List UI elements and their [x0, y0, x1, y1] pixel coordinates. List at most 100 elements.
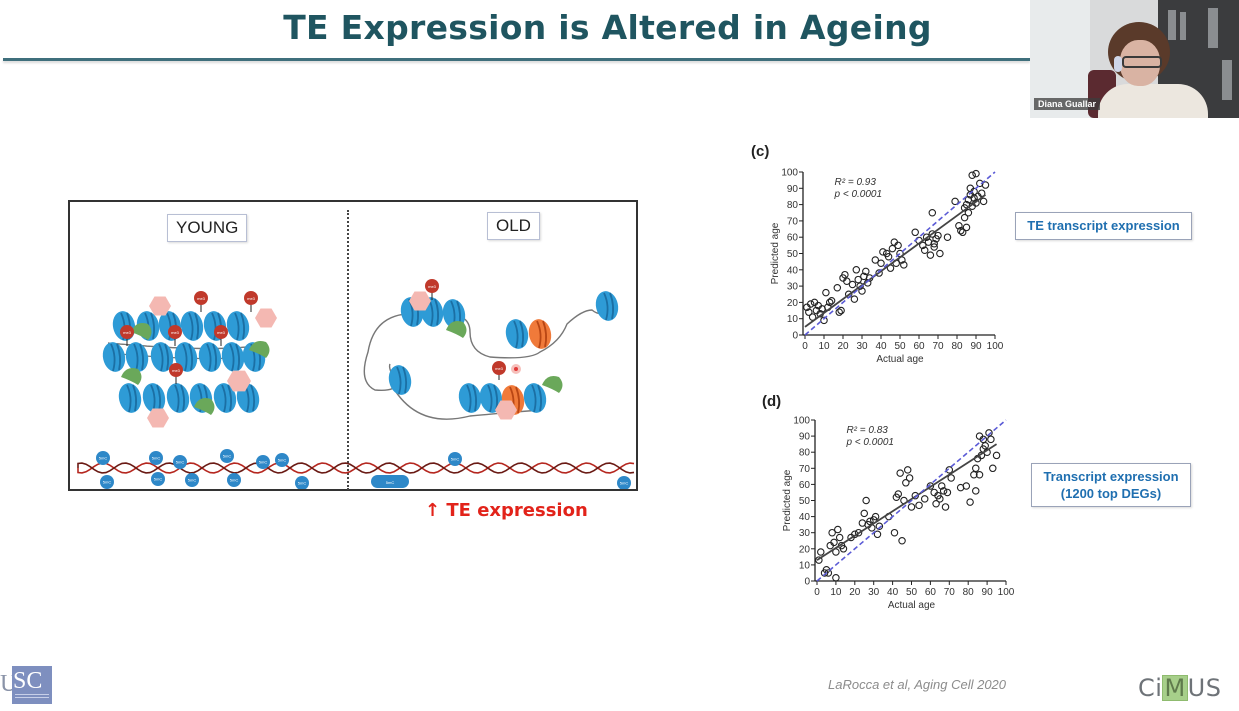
data-point	[970, 470, 978, 479]
participant-video-tile[interactable]: Diana Guallar	[1030, 0, 1239, 118]
callout-c-text: TE transcript expression	[1027, 218, 1180, 233]
methylcytosine-label: 5mC	[620, 481, 629, 486]
data-point	[854, 275, 862, 284]
nucleosome	[523, 383, 547, 413]
x-tick-label: 60	[925, 587, 937, 598]
y-tick-label: 60	[799, 480, 811, 491]
dna-wrap	[609, 292, 615, 320]
me3-label: me3	[172, 368, 181, 373]
data-point	[943, 488, 952, 497]
y-tick-label: 20	[787, 298, 799, 309]
data-point	[987, 435, 995, 444]
data-point	[866, 517, 874, 526]
data-point	[835, 308, 843, 316]
x-axis-title: Actual age	[876, 354, 924, 365]
r-squared-annotation: R² = 0.93	[835, 177, 877, 188]
data-point	[898, 537, 906, 545]
data-point	[936, 495, 944, 503]
data-point	[837, 306, 845, 315]
data-point	[928, 208, 937, 217]
x-tick-label: 40	[875, 341, 887, 352]
hp1-protein	[194, 398, 215, 415]
y-tick-label: 40	[787, 265, 799, 276]
panel-d-tag: (d)	[762, 393, 782, 410]
data-point	[890, 528, 899, 537]
methylcytosine-mark	[220, 449, 234, 463]
nucleosome	[102, 342, 126, 372]
hp1-protein	[121, 368, 142, 385]
nucleosome	[595, 291, 619, 321]
x-tick-label: 80	[951, 341, 963, 352]
data-point	[902, 479, 910, 487]
shelf-book	[1222, 60, 1232, 100]
p-value-annotation: p < 0.0001	[845, 437, 894, 448]
dna-wrap	[197, 384, 203, 413]
x-tick-label: 90	[982, 587, 994, 598]
me3-label: me3	[495, 366, 504, 371]
y-axis-title: Predicted age	[782, 469, 793, 531]
x-tick-label: 0	[802, 341, 808, 352]
shelf-book	[1208, 8, 1218, 48]
hp1-protein	[542, 376, 563, 393]
y-tick-label: 60	[787, 233, 799, 244]
x-tick-label: 90	[970, 341, 982, 352]
y-tick-label: 100	[793, 416, 810, 427]
methylcytosine-label: 5mC	[103, 480, 112, 485]
y-tick-label: 50	[787, 249, 799, 260]
data-point	[907, 503, 916, 511]
callout-d-line2: (1200 top DEGs)	[1060, 486, 1162, 501]
hp1-protein	[249, 341, 270, 358]
methylcytosine-mark	[256, 455, 270, 469]
young-label: YOUNG	[167, 214, 248, 242]
data-point	[884, 253, 893, 261]
dna-wrap	[188, 343, 194, 371]
cimus-logo: CiMUS	[1138, 674, 1221, 702]
nucleosome	[198, 342, 222, 372]
data-point	[850, 295, 859, 303]
y-tick-label: 70	[787, 216, 799, 227]
dna-wrap	[531, 384, 537, 413]
identity-line	[804, 171, 996, 336]
data-point	[945, 466, 954, 474]
callout-te-transcript-expression: TE transcript expression	[1015, 212, 1192, 240]
hdac-protein	[409, 291, 431, 311]
data-point	[962, 482, 971, 490]
demethylated-cluster-label: 5mC	[386, 480, 395, 485]
methylcytosine-mark	[275, 453, 289, 467]
methylcytosine-label: 5mC	[259, 460, 268, 465]
headset-icon	[1114, 56, 1122, 72]
x-tick-label: 30	[868, 587, 880, 598]
data-point	[930, 243, 938, 251]
methylcytosine-mark	[96, 451, 110, 465]
methylcytosine-label: 5mC	[152, 456, 161, 461]
data-point	[873, 530, 882, 539]
dna-strand	[77, 462, 635, 474]
methylcytosine-label: 5mC	[223, 454, 232, 459]
data-point	[894, 241, 902, 250]
regression-line	[816, 443, 998, 561]
data-point	[943, 233, 952, 241]
dna-wrap	[240, 312, 246, 340]
methylcytosine-label: 5mC	[99, 456, 108, 461]
methylcytosine-label: 5mC	[451, 457, 460, 462]
data-point	[972, 464, 980, 473]
methylcytosine-mark	[227, 473, 241, 487]
dna-wrap	[402, 366, 408, 394]
data-point	[981, 442, 989, 450]
dna-wrap	[221, 384, 227, 413]
data-point	[915, 501, 923, 510]
dna-wrap	[110, 343, 116, 372]
me3-label: me3	[171, 330, 180, 335]
hp1-protein	[446, 321, 467, 338]
methylcytosine-mark	[173, 455, 187, 469]
x-tick-label: 70	[932, 341, 944, 352]
dna-wrap	[182, 343, 188, 372]
dna-wrap	[116, 343, 122, 371]
me3-label: me3	[247, 296, 256, 301]
data-point	[860, 509, 869, 518]
dna-wrap	[519, 320, 525, 348]
te-expression-increase-label: ↑ TE expression	[425, 500, 588, 521]
data-point	[911, 228, 919, 237]
dna-wrap	[212, 343, 218, 371]
data-point	[934, 231, 942, 240]
